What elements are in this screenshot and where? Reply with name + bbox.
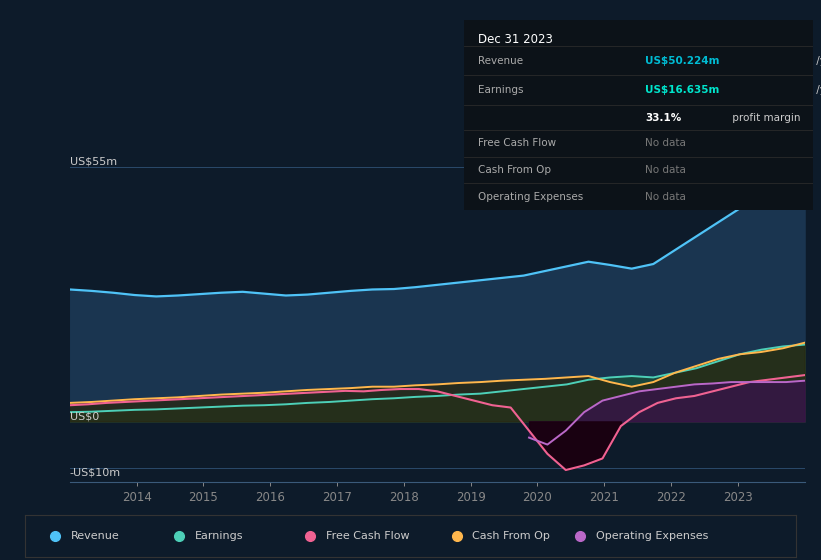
Text: Free Cash Flow: Free Cash Flow [478, 138, 556, 148]
Text: US$50.224m: US$50.224m [645, 55, 720, 66]
Text: US$16.635m: US$16.635m [645, 85, 720, 95]
Text: Revenue: Revenue [71, 531, 120, 541]
Text: No data: No data [645, 138, 686, 148]
Text: -US$10m: -US$10m [70, 468, 121, 478]
Text: No data: No data [645, 192, 686, 202]
Text: 33.1%: 33.1% [645, 113, 681, 123]
Text: Earnings: Earnings [195, 531, 243, 541]
Text: Earnings: Earnings [478, 85, 523, 95]
Text: US$0: US$0 [70, 412, 99, 422]
Text: US$55m: US$55m [70, 157, 117, 167]
Text: Operating Expenses: Operating Expenses [478, 192, 583, 202]
Text: Cash From Op: Cash From Op [472, 531, 550, 541]
Text: /yr: /yr [813, 85, 821, 95]
Text: Revenue: Revenue [478, 55, 523, 66]
Text: Free Cash Flow: Free Cash Flow [326, 531, 409, 541]
Text: Dec 31 2023: Dec 31 2023 [478, 33, 553, 46]
Text: Operating Expenses: Operating Expenses [596, 531, 708, 541]
Text: No data: No data [645, 165, 686, 175]
Text: profit margin: profit margin [729, 113, 800, 123]
Text: Cash From Op: Cash From Op [478, 165, 551, 175]
Text: /yr: /yr [813, 55, 821, 66]
